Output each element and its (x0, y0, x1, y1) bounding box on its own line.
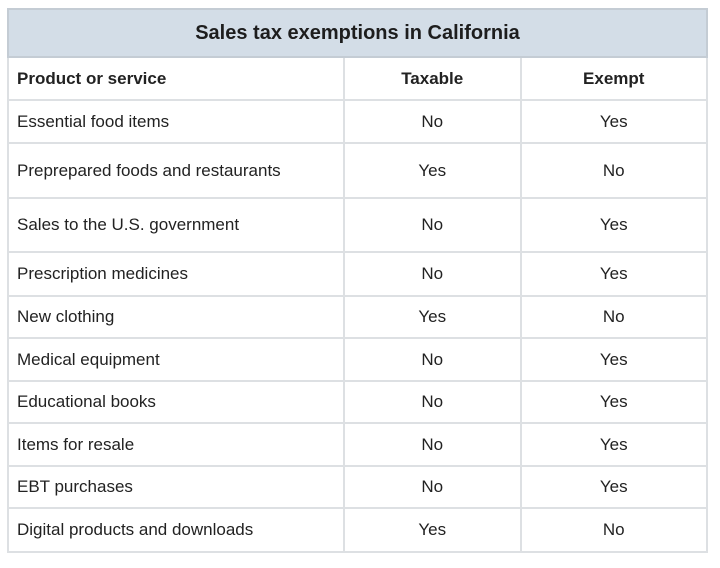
cell-taxable: Yes (342, 142, 522, 199)
cell-product: Preprepared foods and restaurants (7, 142, 345, 199)
table-row: Prescription medicines No Yes (7, 251, 708, 297)
cell-product: Medical equipment (7, 337, 345, 382)
table-row: Essential food items No Yes (7, 99, 708, 144)
table-title-row: Sales tax exemptions in California (7, 8, 708, 58)
cell-product: Sales to the U.S. government (7, 197, 345, 253)
table-row: Digital products and downloads Yes No (7, 507, 708, 553)
cell-exempt: No (519, 295, 708, 339)
cell-taxable: No (342, 337, 522, 382)
cell-exempt: Yes (519, 251, 708, 297)
table-title: Sales tax exemptions in California (7, 8, 708, 58)
cell-exempt: Yes (519, 337, 708, 382)
cell-exempt: No (519, 507, 708, 553)
cell-product: EBT purchases (7, 465, 345, 509)
cell-product: Prescription medicines (7, 251, 345, 297)
header-product: Product or service (7, 56, 345, 101)
table-row: Preprepared foods and restaurants Yes No (7, 142, 708, 199)
header-exempt: Exempt (519, 56, 708, 101)
cell-exempt: Yes (519, 99, 708, 144)
cell-taxable: Yes (342, 295, 522, 339)
header-taxable: Taxable (342, 56, 522, 101)
cell-taxable: No (342, 99, 522, 144)
cell-exempt: Yes (519, 465, 708, 509)
cell-taxable: No (342, 465, 522, 509)
cell-exempt: Yes (519, 422, 708, 467)
table-row: New clothing Yes No (7, 295, 708, 339)
cell-taxable: No (342, 251, 522, 297)
cell-product: Educational books (7, 380, 345, 424)
cell-taxable: No (342, 422, 522, 467)
cell-exempt: Yes (519, 380, 708, 424)
cell-taxable: No (342, 380, 522, 424)
cell-taxable: Yes (342, 507, 522, 553)
cell-product: Digital products and downloads (7, 507, 345, 553)
table-row: Educational books No Yes (7, 380, 708, 424)
table-row: Sales to the U.S. government No Yes (7, 197, 708, 253)
table-row: Items for resale No Yes (7, 422, 708, 467)
cell-product: Items for resale (7, 422, 345, 467)
cell-exempt: No (519, 142, 708, 199)
cell-product: Essential food items (7, 99, 345, 144)
cell-product: New clothing (7, 295, 345, 339)
cell-exempt: Yes (519, 197, 708, 253)
cell-taxable: No (342, 197, 522, 253)
sales-tax-table: Sales tax exemptions in California Produ… (7, 8, 708, 553)
table-row: EBT purchases No Yes (7, 465, 708, 509)
header-row: Product or service Taxable Exempt (7, 56, 708, 101)
table-row: Medical equipment No Yes (7, 337, 708, 382)
